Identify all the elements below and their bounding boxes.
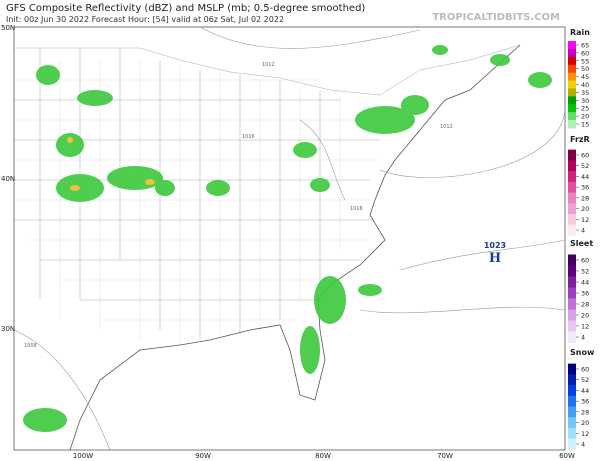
legend-swatch [568, 298, 576, 310]
legend-swatch [568, 171, 576, 183]
high-label: H [489, 251, 501, 266]
legend-tick-label: 15 [581, 121, 589, 129]
legend-swatch [568, 427, 576, 440]
legend-tick-label: 50 [581, 65, 589, 73]
legend-swatch [568, 80, 576, 89]
legend-tick-label: 55 [581, 57, 589, 65]
legend-tick-label: 20 [581, 419, 589, 427]
isobar-label: 1012 [440, 124, 453, 130]
legend-swatch [568, 276, 576, 288]
legend-swatch [568, 309, 576, 321]
legend-tick-label: 4 [581, 227, 585, 235]
legend: Rain6560555045403530252015FrzR6052443628… [568, 28, 595, 450]
legend-tick-label: 12 [581, 323, 589, 331]
legend-title: FrzR [570, 135, 590, 144]
legend-swatch [568, 181, 576, 193]
legend-swatch [568, 160, 576, 172]
legend-tick-label: 4 [581, 334, 585, 342]
legend-tick-label: 4 [581, 441, 585, 449]
legend-swatch [568, 112, 576, 121]
legend-swatch [568, 438, 576, 450]
legend-title: Rain [570, 28, 590, 37]
legend-tick-label: 36 [581, 184, 589, 192]
legend-swatch [568, 104, 576, 113]
high-pressure: 1023 [484, 241, 506, 250]
legend-tick-label: 52 [581, 162, 589, 170]
legend-swatch [568, 287, 576, 299]
legend-swatch [568, 64, 576, 74]
legend-swatch [568, 331, 576, 343]
lon-label: 100W [73, 452, 93, 460]
subtitle: Init: 00z Jun 30 2022 Forecast Hour: [54… [6, 15, 284, 24]
legend-tick-label: 20 [581, 205, 589, 213]
legend-swatch [568, 417, 576, 429]
legend-tick-label: 12 [581, 216, 589, 224]
site-name: TROPICALTIDBITS.COM [432, 12, 560, 23]
legend-swatch [568, 96, 576, 105]
legend-tick-label: 44 [581, 173, 589, 181]
lat-label: 50N [1, 24, 15, 32]
legend-swatch [568, 72, 576, 82]
legend-tick-label: 30 [581, 97, 589, 105]
legend-swatch [568, 56, 576, 66]
legend-swatch [568, 395, 576, 407]
legend-tick-label: 60 [581, 366, 589, 374]
legend-swatch [568, 254, 576, 266]
legend-swatch [568, 149, 576, 161]
legend-swatch [568, 363, 576, 375]
legend-tick-label: 20 [581, 312, 589, 320]
legend-tick-label: 12 [581, 430, 589, 438]
legend-swatch [568, 406, 576, 418]
legend-tick-label: 28 [581, 301, 589, 309]
legend-tick-label: 52 [581, 376, 589, 384]
legend-title: Sleet [570, 239, 593, 248]
legend-tick-label: 44 [581, 387, 589, 395]
legend-tick-label: 60 [581, 49, 589, 57]
title: GFS Composite Reflectivity (dBZ) and MSL… [6, 3, 365, 14]
legend-swatch [568, 265, 576, 277]
legend-swatch [568, 48, 576, 58]
legend-swatch [568, 320, 576, 332]
legend-swatch [568, 120, 576, 129]
lon-label: 90W [195, 452, 211, 460]
isobar-label: 1012 [262, 62, 275, 68]
legend-tick-label: 35 [581, 89, 589, 97]
legend-tick-label: 25 [581, 105, 589, 113]
legend-swatch [568, 88, 576, 97]
lon-label: 70W [437, 452, 453, 460]
lat-label: 40N [1, 175, 15, 183]
legend-swatch [568, 41, 576, 50]
legend-swatch [568, 374, 576, 386]
legend-tick-label: 40 [581, 81, 589, 89]
legend-tick-label: 36 [581, 398, 589, 406]
lon-label: 60W [559, 452, 575, 460]
legend-swatch [568, 203, 576, 215]
isobar-label: 1016 [350, 206, 363, 212]
map: 1023 H [13, 26, 566, 451]
legend-title: Snow [570, 348, 595, 357]
legend-tick-label: 45 [581, 73, 589, 81]
isobar-label: 1016 [242, 134, 255, 140]
isobar-label: 1008 [24, 343, 37, 349]
legend-tick-label: 60 [581, 152, 589, 160]
legend-tick-label: 65 [581, 42, 589, 50]
legend-tick-label: 28 [581, 194, 589, 202]
legend-tick-label: 36 [581, 290, 589, 298]
lat-label: 30N [1, 325, 15, 333]
legend-tick-label: 60 [581, 257, 589, 265]
legend-swatch [568, 224, 576, 236]
legend-swatch [568, 213, 576, 226]
legend-tick-label: 44 [581, 279, 589, 287]
legend-tick-label: 52 [581, 268, 589, 276]
legend-swatch [568, 192, 576, 204]
legend-swatch [568, 385, 576, 397]
legend-tick-label: 28 [581, 408, 589, 416]
legend-tick-label: 20 [581, 113, 589, 121]
lon-label: 80W [315, 452, 331, 460]
